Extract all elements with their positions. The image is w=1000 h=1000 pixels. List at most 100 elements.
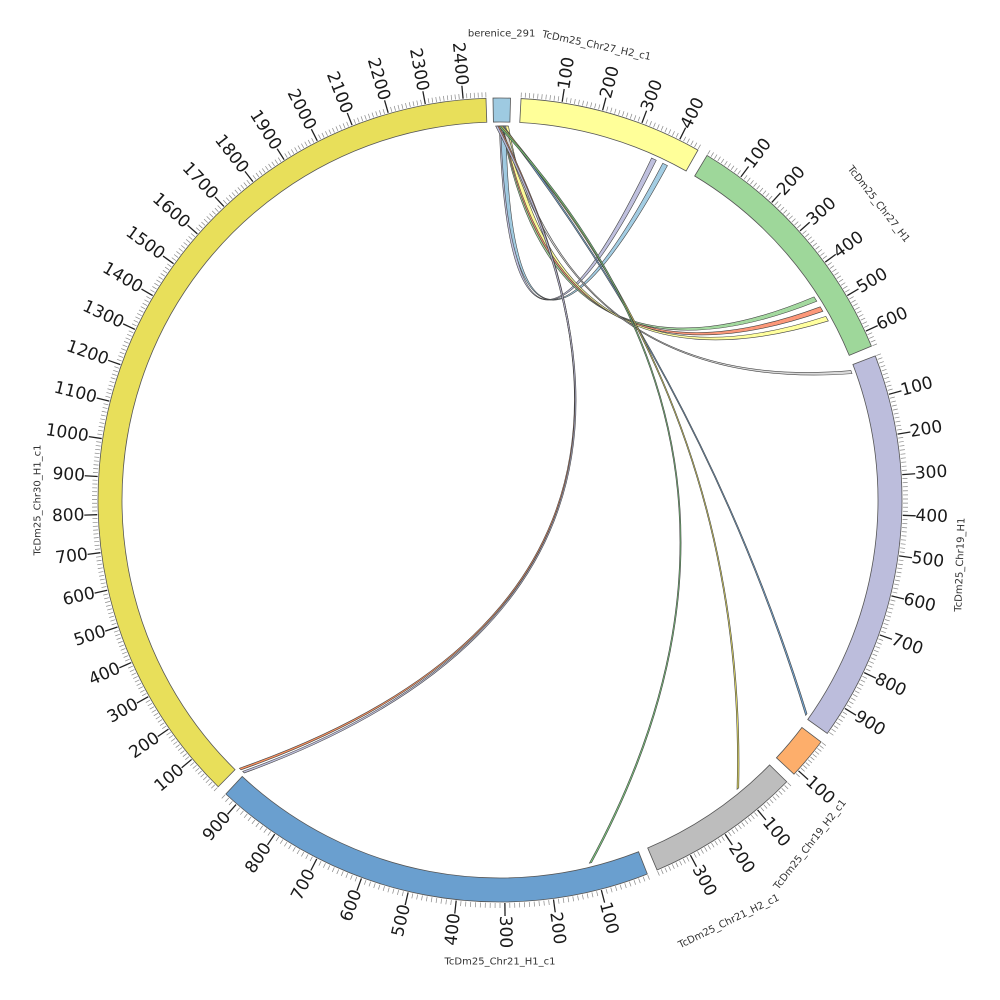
minor-tick (704, 847, 708, 852)
minor-tick (325, 131, 328, 136)
minor-tick (443, 95, 445, 101)
minor-tick (291, 149, 295, 154)
tick-label: 1300 (79, 296, 127, 332)
minor-tick (393, 105, 396, 111)
minor-tick (690, 140, 694, 146)
minor-tick (624, 883, 627, 889)
minor-tick (594, 103, 597, 109)
minor-tick (858, 683, 864, 687)
minor-tick (889, 603, 895, 606)
minor-tick (141, 693, 147, 697)
minor-tick (876, 353, 882, 356)
minor-tick (807, 759, 813, 764)
minor-tick (117, 641, 123, 644)
tick-label: 1500 (122, 222, 169, 264)
minor-tick (895, 575, 901, 578)
minor-tick (898, 441, 904, 443)
minor-tick (895, 420, 901, 423)
minor-tick (865, 668, 871, 672)
minor-tick (815, 245, 820, 250)
minor-tick (653, 122, 656, 128)
major-tick (641, 110, 648, 124)
minor-tick (138, 686, 143, 690)
minor-tick (305, 854, 309, 859)
minor-tick (870, 657, 876, 661)
minor-tick (240, 184, 245, 190)
minor-tick (649, 121, 652, 126)
ticks-layer: 100 200 300 4001002003004005006001002003004… (44, 41, 948, 948)
minor-tick (425, 896, 428, 902)
minor-tick (392, 888, 395, 894)
minor-tick (781, 787, 786, 793)
minor-tick (101, 586, 107, 588)
minor-tick (897, 563, 903, 566)
tick-label: 900 (199, 808, 235, 846)
minor-tick (852, 694, 858, 698)
major-tick (422, 91, 426, 105)
minor-tick (430, 897, 433, 903)
minor-tick (198, 224, 203, 229)
minor-tick (754, 812, 758, 817)
minor-tick (586, 101, 588, 107)
major-tick (689, 854, 698, 867)
minor-tick (128, 330, 134, 334)
tick-label: 100 (740, 135, 775, 173)
minor-tick (255, 822, 260, 828)
minor-tick (94, 544, 100, 547)
minor-tick (647, 874, 650, 880)
minor-tick (821, 742, 827, 746)
minor-tick (756, 185, 761, 190)
minor-tick (778, 790, 783, 795)
minor-tick (382, 886, 385, 892)
minor-tick (851, 299, 856, 303)
minor-tick (683, 136, 687, 142)
minor-tick (401, 891, 404, 897)
major-tick (122, 323, 136, 330)
minor-tick (96, 441, 102, 443)
minor-tick (397, 104, 400, 110)
minor-tick (885, 380, 891, 383)
major-tick (454, 900, 457, 914)
minor-tick (346, 121, 349, 127)
minor-tick (802, 230, 807, 235)
minor-tick (427, 98, 430, 104)
minor-tick (368, 113, 371, 119)
minor-tick (206, 216, 211, 221)
minor-tick (113, 630, 119, 633)
minor-tick (108, 612, 114, 615)
minor-tick (247, 816, 252, 822)
minor-tick (152, 286, 157, 290)
minor-tick (864, 324, 869, 328)
minor-tick (119, 644, 125, 648)
minor-tick (783, 209, 788, 214)
minor-tick (838, 718, 843, 722)
minor-tick (114, 366, 120, 369)
minor-tick (900, 453, 906, 455)
minor-tick (213, 787, 218, 792)
minor-tick (416, 894, 418, 900)
minor-tick (675, 862, 679, 868)
major-tick (276, 148, 285, 161)
minor-tick (311, 137, 315, 143)
minor-tick (284, 841, 288, 847)
minor-tick (97, 433, 103, 436)
tick-label: 600 (901, 589, 937, 616)
minor-tick (700, 849, 704, 854)
minor-tick (872, 653, 878, 657)
minor-tick (717, 156, 721, 162)
minor-tick (835, 721, 841, 726)
minor-tick (340, 871, 344, 877)
minor-tick (875, 646, 881, 649)
minor-tick (95, 448, 101, 451)
minor-tick (294, 147, 298, 152)
segment-chr27h2 (519, 98, 699, 172)
tick-label: 500 (910, 548, 945, 572)
minor-tick (877, 357, 883, 360)
minor-tick (805, 233, 810, 238)
minor-tick (100, 582, 106, 585)
minor-tick (99, 422, 105, 424)
tick-label: 100 (554, 56, 579, 91)
minor-tick (140, 689, 145, 693)
minor-tick (124, 658, 130, 662)
minor-tick (697, 851, 701, 856)
